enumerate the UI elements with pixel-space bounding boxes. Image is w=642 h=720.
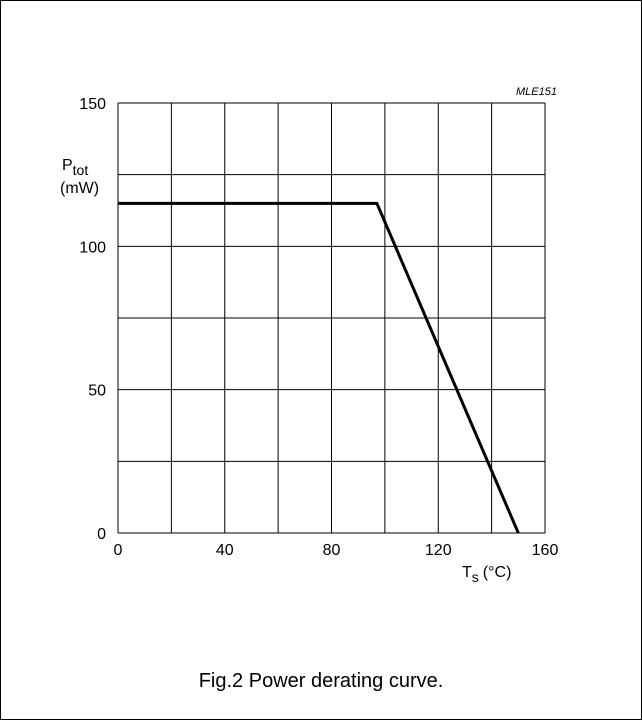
- x-axis-label: Ts (°C): [462, 564, 511, 585]
- x-tick-label: 40: [216, 542, 234, 559]
- derating-curve: [118, 201, 520, 534]
- figure-code: MLE151: [516, 86, 557, 98]
- x-tick-label: 0: [114, 542, 123, 559]
- x-tick-labels: 0 40 80 120 160: [114, 542, 559, 559]
- y-tick-label: 150: [79, 96, 106, 113]
- y-axis-label: Ptot: [62, 157, 88, 178]
- curve-layer: [118, 201, 520, 534]
- y-tick-label: 0: [97, 526, 106, 543]
- y-tick-label: 100: [79, 239, 106, 256]
- y-tick-label: 50: [88, 383, 106, 400]
- grid: [117, 102, 546, 534]
- x-tick-label: 120: [425, 542, 452, 559]
- figure-caption: Fig.2 Power derating curve.: [198, 670, 444, 692]
- y-axis-unit: (mW): [60, 180, 99, 197]
- x-tick-label: 160: [532, 542, 559, 559]
- y-tick-labels: 0 50 100 150: [79, 96, 106, 543]
- x-tick-label: 80: [323, 542, 341, 559]
